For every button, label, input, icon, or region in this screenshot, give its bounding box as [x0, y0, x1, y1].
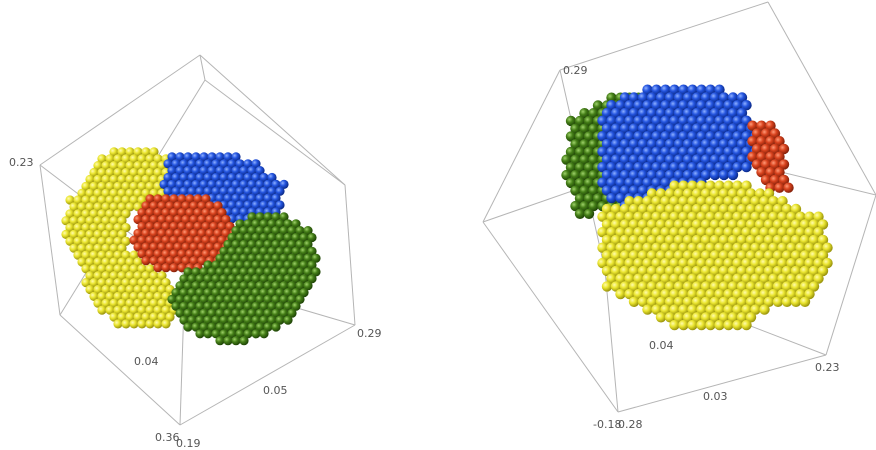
red-cluster: [129, 194, 239, 273]
red-cluster: [747, 120, 794, 193]
tick-label: 0.29: [563, 64, 588, 77]
tick-label: 0.23: [9, 156, 34, 169]
tick-label: 0.23: [815, 361, 840, 374]
panel-2: 0.29 0.04 0.03 0.23 -0.18 0.28: [482, 1, 876, 431]
tick-label: 0.03: [703, 390, 728, 403]
tick-label: 0.05: [263, 384, 288, 397]
tick-label: -0.18: [593, 418, 621, 431]
clusters-1: [61, 147, 321, 346]
tick-labels-1: 0.23 0.29 0.04 0.05 0.36 0.19: [9, 156, 382, 450]
tick-label: 0.04: [649, 339, 674, 352]
panel-1: 0.23 0.29 0.04 0.05 0.36 0.19: [9, 54, 382, 450]
tick-label: 0.28: [618, 418, 643, 431]
tick-label: 0.04: [134, 355, 159, 368]
green-cluster: [167, 212, 321, 346]
tick-label: 0.29: [357, 327, 382, 340]
tick-labels-2: 0.29 0.04 0.03 0.23 -0.18 0.28: [563, 64, 840, 431]
yellow-cluster: [597, 180, 833, 331]
tick-label: 0.19: [176, 437, 201, 450]
clusters-2: [561, 84, 833, 331]
tick-label: 0.36: [155, 431, 180, 444]
